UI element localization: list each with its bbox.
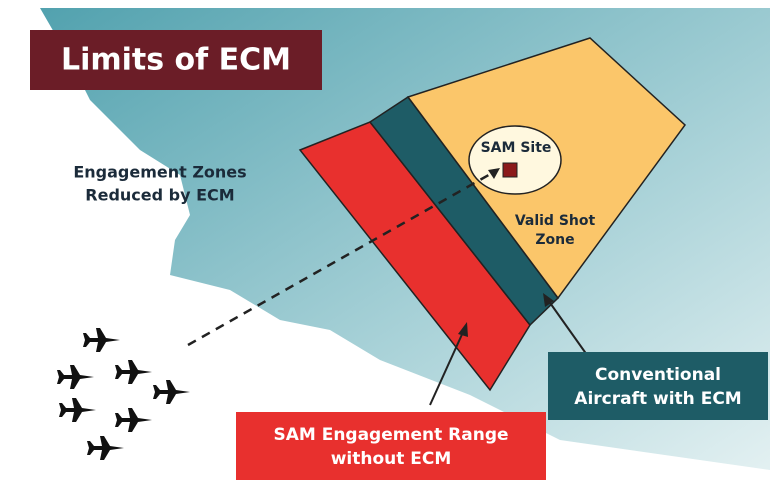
engagement-note: Reduced by ECM — [85, 186, 234, 205]
valid-shot-label: Zone — [535, 232, 574, 248]
sam-site-marker — [503, 163, 517, 177]
sam-range-label: SAM Engagement Range — [273, 425, 508, 445]
sam-site-label: SAM Site — [481, 140, 552, 156]
sam-range-label-box — [236, 412, 546, 480]
ecm-label: Conventional — [595, 365, 721, 385]
engagement-note: Engagement Zones — [73, 163, 246, 182]
sam-site-oval — [469, 126, 561, 194]
title: Limits of ECM — [61, 43, 291, 78]
sam-range-label: without ECM — [331, 449, 452, 469]
ecm-label-box — [548, 352, 768, 420]
valid-shot-label: Valid Shot — [515, 213, 596, 229]
diagram: Limits of ECM Engagement Zones Reduced b… — [0, 0, 775, 497]
ecm-label: Aircraft with ECM — [574, 389, 741, 409]
